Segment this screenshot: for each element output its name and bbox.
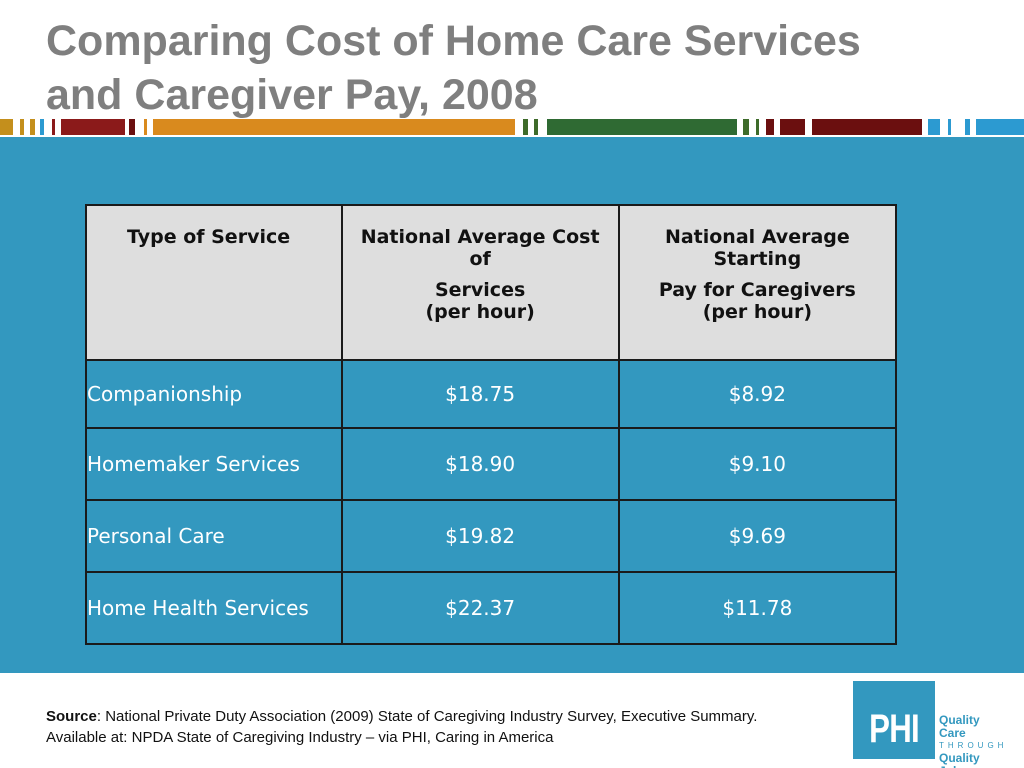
phi-logo: PHI Quality Care THROUGH Quality Jobs <box>853 681 1005 768</box>
decorative-color-stripe <box>0 119 1024 135</box>
table-row: Personal Care $19.82 $9.69 <box>85 499 898 573</box>
logo-tagline-line3: Quality Jobs <box>939 751 980 768</box>
header-pay-line2: Starting <box>713 248 802 270</box>
header-pay-line1: National Average <box>664 226 850 248</box>
header-type-of-service: Type of Service <box>85 204 343 361</box>
header-service-label: Type of Service <box>127 226 291 248</box>
header-cost-line3: Services <box>434 279 526 301</box>
cost-cell: $19.82 <box>340 499 620 573</box>
service-cell: Personal Care <box>85 499 343 573</box>
header-average-cost: National Average Cost of Services (per h… <box>340 204 620 361</box>
service-cell: Homemaker Services <box>85 427 343 501</box>
table-row: Companionship $18.75 $8.92 <box>85 359 898 429</box>
pay-cell: $9.10 <box>617 427 898 501</box>
header-cost-line2: of <box>469 248 491 270</box>
phi-logo-tagline: Quality Care THROUGH Quality Jobs <box>939 714 1005 768</box>
phi-logo-mark: PHI <box>869 707 919 751</box>
service-cell: Home Health Services <box>85 571 343 645</box>
cost-cell: $18.75 <box>340 359 620 429</box>
cost-cell: $18.90 <box>340 427 620 501</box>
logo-tagline-line2: THROUGH <box>939 741 1008 750</box>
cost-comparison-table: Type of Service National Average Cost of… <box>85 204 898 645</box>
cost-cell: $22.37 <box>340 571 620 645</box>
source-citation: Source: National Private Duty Associatio… <box>46 706 806 748</box>
header-cost-line4: (per hour) <box>425 301 535 323</box>
slide-title-line1: Comparing Cost of Home Care Services <box>46 17 861 65</box>
header-pay-line3: Pay for Caregivers <box>658 279 856 301</box>
pay-cell: $8.92 <box>617 359 898 429</box>
header-pay-line4: (per hour) <box>702 301 813 323</box>
service-cell: Companionship <box>85 359 343 429</box>
source-text: : National Private Duty Association (200… <box>46 708 758 746</box>
slide-title: Comparing Cost of Home Care Services and… <box>46 14 986 122</box>
table-row: Homemaker Services $18.90 $9.10 <box>85 427 898 501</box>
header-cost-line1: National Average Cost <box>360 226 600 248</box>
slide-title-line2: and Caregiver Pay, 2008 <box>46 71 538 119</box>
header-starting-pay: National Average Starting Pay for Caregi… <box>617 204 898 361</box>
table-header-row: Type of Service National Average Cost of… <box>85 204 898 361</box>
logo-tagline-line1: Quality Care <box>939 713 980 740</box>
table-row: Home Health Services $22.37 $11.78 <box>85 571 898 645</box>
pay-cell: $9.69 <box>617 499 898 573</box>
phi-logo-box: PHI <box>853 681 935 759</box>
source-label: Source <box>46 708 97 725</box>
pay-cell: $11.78 <box>617 571 898 645</box>
